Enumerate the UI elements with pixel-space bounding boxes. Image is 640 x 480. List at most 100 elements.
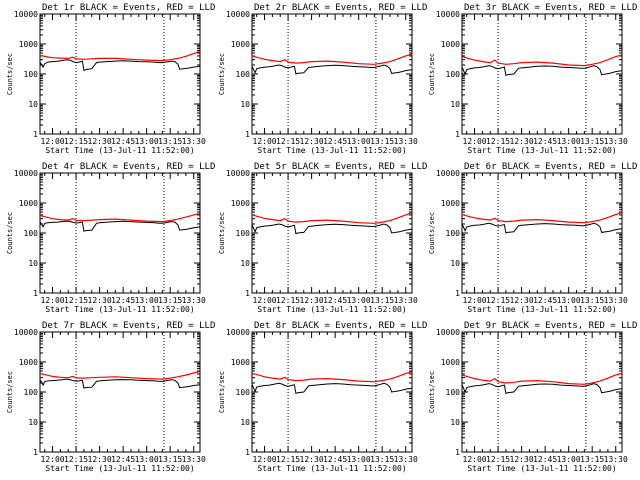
x-tick-label: 13:00 xyxy=(135,296,159,305)
y-tick-label: 1000 xyxy=(231,358,250,367)
x-tick-label: 12:15 xyxy=(64,137,88,146)
lld-series-line xyxy=(461,54,623,67)
plot-frame xyxy=(39,13,201,135)
x-tick-label: 13:30 xyxy=(182,296,206,305)
x-axis-label: Start Time (13-Jul-11 11:52:00) xyxy=(467,146,616,155)
y-tick-label: 100 xyxy=(24,388,39,397)
y-axis-label: Counts/sec xyxy=(218,53,226,95)
x-tick-label: 13:15 xyxy=(580,296,604,305)
detector-panel: Det 9r BLACK = Events, RED = LLD 1 10 100 10… xyxy=(428,321,637,473)
x-tick-label: 13:00 xyxy=(347,137,371,146)
plot-frame xyxy=(461,172,623,294)
events-series-line xyxy=(461,383,623,395)
y-tick-label: 1 xyxy=(33,130,38,139)
x-tick-label: 13:00 xyxy=(135,137,159,146)
y-tick-label: 1 xyxy=(455,448,460,457)
x-axis-label: Start Time (13-Jul-11 11:52:00) xyxy=(257,305,406,314)
y-tick-label: 1000 xyxy=(441,358,460,367)
x-tick-label: 13:15 xyxy=(370,137,394,146)
panel-title: Det 9r BLACK = Events, RED = LLD xyxy=(464,321,637,331)
x-axis-label: Start Time (13-Jul-11 11:52:00) xyxy=(257,146,406,155)
panel-title: Det 6r BLACK = Events, RED = LLD xyxy=(464,162,637,172)
y-tick-label: 1 xyxy=(455,130,460,139)
x-tick-label: 13:00 xyxy=(557,137,581,146)
y-tick-label: 10 xyxy=(450,259,460,268)
x-tick-label: 13:30 xyxy=(394,455,418,464)
y-tick-label: 1000 xyxy=(441,199,460,208)
y-tick-label: 10000 xyxy=(14,10,38,19)
y-tick-label: 100 xyxy=(446,229,461,238)
x-tick-label: 13:30 xyxy=(604,455,628,464)
plot-frame xyxy=(39,331,201,453)
x-tick-label: 12:45 xyxy=(111,296,135,305)
y-axis-label: Counts/sec xyxy=(6,53,14,95)
x-tick-label: 12:30 xyxy=(88,455,112,464)
x-tick-label: 12:00 xyxy=(41,137,65,146)
x-tick-label: 12:00 xyxy=(463,137,487,146)
x-tick-label: 13:00 xyxy=(347,455,371,464)
x-tick-label: 13:15 xyxy=(370,455,394,464)
panel-title: Det 7r BLACK = Events, RED = LLD xyxy=(42,321,215,331)
events-series-line xyxy=(39,59,201,72)
x-tick-label: 12:00 xyxy=(463,296,487,305)
y-tick-label: 10 xyxy=(450,100,460,109)
y-tick-label: 1000 xyxy=(19,199,38,208)
y-tick-label: 100 xyxy=(446,70,461,79)
x-tick-label: 13:30 xyxy=(182,137,206,146)
lld-series-line xyxy=(251,371,413,383)
y-tick-label: 10000 xyxy=(436,328,460,337)
y-tick-label: 10 xyxy=(240,259,250,268)
x-tick-label: 13:00 xyxy=(347,296,371,305)
y-tick-label: 10000 xyxy=(436,169,460,178)
detector-panel: Det 5r BLACK = Events, RED = LLD 1 10 100 10… xyxy=(218,162,427,314)
y-tick-label: 1 xyxy=(33,289,38,298)
x-tick-label: 12:00 xyxy=(253,296,277,305)
x-tick-label: 12:30 xyxy=(88,296,112,305)
x-tick-label: 12:00 xyxy=(463,455,487,464)
lld-series-line xyxy=(39,212,201,223)
x-tick-label: 12:45 xyxy=(323,455,347,464)
x-tick-label: 13:30 xyxy=(394,137,418,146)
y-tick-label: 100 xyxy=(24,229,39,238)
plot-frame xyxy=(251,172,413,294)
y-tick-label: 10000 xyxy=(226,328,250,337)
x-tick-label: 13:00 xyxy=(135,455,159,464)
lld-series-line xyxy=(251,53,413,65)
detector-panel: Det 4r BLACK = Events, RED = LLD 1 10 100 10… xyxy=(6,162,215,314)
x-tick-label: 12:15 xyxy=(64,455,88,464)
x-tick-label: 12:30 xyxy=(510,137,534,146)
y-tick-label: 10 xyxy=(28,418,38,427)
y-tick-label: 1 xyxy=(245,130,250,139)
lld-series-line xyxy=(39,370,201,380)
panel-title: Det 3r BLACK = Events, RED = LLD xyxy=(464,3,637,13)
y-tick-label: 10000 xyxy=(226,10,250,19)
x-tick-label: 13:15 xyxy=(580,455,604,464)
x-tick-label: 13:30 xyxy=(604,296,628,305)
lld-series-line xyxy=(461,212,623,224)
x-tick-label: 12:30 xyxy=(300,137,324,146)
x-tick-label: 12:30 xyxy=(510,455,534,464)
detector-panel: Det 7r BLACK = Events, RED = LLD 1 10 100 10… xyxy=(6,321,215,473)
x-tick-label: 12:45 xyxy=(533,296,557,305)
x-tick-label: 13:15 xyxy=(158,296,182,305)
x-axis-label: Start Time (13-Jul-11 11:52:00) xyxy=(45,305,194,314)
y-axis-label: Counts/sec xyxy=(218,212,226,254)
events-series-line xyxy=(251,382,413,395)
events-series-line xyxy=(39,220,201,232)
y-tick-label: 1 xyxy=(455,289,460,298)
x-tick-label: 12:45 xyxy=(533,455,557,464)
x-tick-label: 12:30 xyxy=(300,296,324,305)
y-tick-label: 1 xyxy=(245,448,250,457)
x-tick-label: 12:00 xyxy=(253,455,277,464)
x-tick-label: 12:45 xyxy=(533,137,557,146)
y-tick-label: 1000 xyxy=(231,199,250,208)
x-tick-label: 13:00 xyxy=(557,455,581,464)
panel-title: Det 8r BLACK = Events, RED = LLD xyxy=(254,321,427,331)
y-tick-label: 10000 xyxy=(226,169,250,178)
y-axis-label: Counts/sec xyxy=(6,371,14,413)
panel-title: Det 2r BLACK = Events, RED = LLD xyxy=(254,3,427,13)
x-tick-label: 12:00 xyxy=(41,455,65,464)
x-tick-label: 12:00 xyxy=(41,296,65,305)
y-tick-label: 1 xyxy=(33,448,38,457)
x-tick-label: 13:15 xyxy=(580,137,604,146)
